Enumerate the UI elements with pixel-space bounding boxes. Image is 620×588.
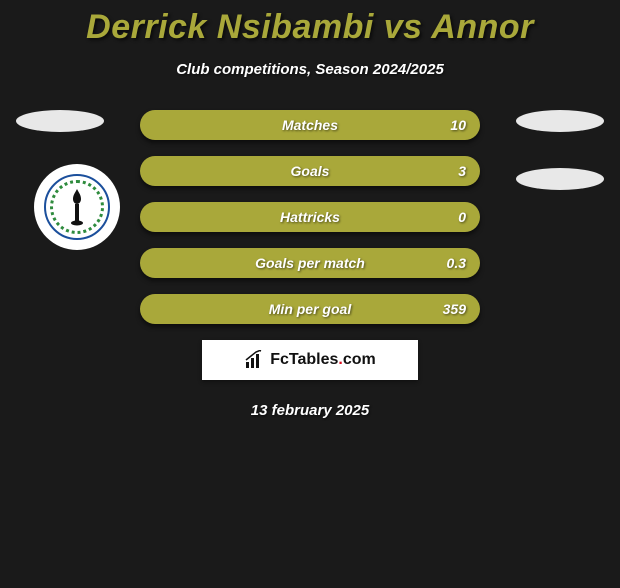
stat-rows: Matches 10 Goals 3 Hattricks 0 Goals per… [140,110,480,324]
stat-value-right: 0.3 [447,255,466,271]
club-crest-left [34,164,120,250]
club-crest-placeholder-right [516,168,604,190]
stat-label: Hattricks [280,209,340,225]
stat-row-goals-per-match: Goals per match 0.3 [140,248,480,278]
page-subtitle: Club competitions, Season 2024/2025 [0,61,620,78]
stat-row-matches: Matches 10 [140,110,480,140]
stat-value-right: 10 [450,117,466,133]
brand-text: FcTables.com [270,351,376,369]
stat-label: Goals per match [255,255,365,271]
stat-value-right: 3 [458,163,466,179]
stat-value-right: 0 [458,209,466,225]
stat-row-goals: Goals 3 [140,156,480,186]
branding-banner[interactable]: FcTables.com [202,340,418,380]
page-title: Derrick Nsibambi vs Annor [0,8,620,47]
stat-label: Goals [291,163,330,179]
bar-chart-icon [244,350,266,370]
stats-area: Matches 10 Goals 3 Hattricks 0 Goals per… [0,110,620,324]
stat-row-min-per-goal: Min per goal 359 [140,294,480,324]
stat-label: Min per goal [269,301,351,317]
player-photo-placeholder-left [16,110,104,132]
right-placeholder-column [516,110,604,226]
left-placeholder-column [16,110,104,168]
stat-row-hattricks: Hattricks 0 [140,202,480,232]
stat-label: Matches [282,117,338,133]
stat-value-right: 359 [443,301,466,317]
player-photo-placeholder-right [516,110,604,132]
date-label: 13 february 2025 [0,402,620,419]
torch-icon [66,187,88,227]
